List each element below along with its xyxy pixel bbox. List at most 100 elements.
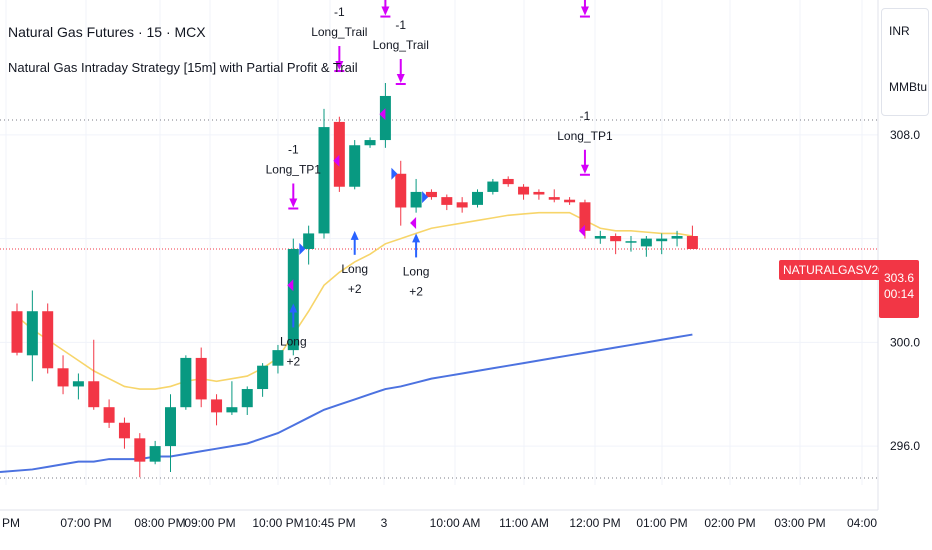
bar-countdown: 00:14 [883,287,915,301]
candle-body [241,389,253,408]
exit-signal: Long_TP1 -1 [557,109,613,176]
y-tick-label: 308.0 [890,128,920,142]
candle-body [364,140,376,146]
exit-arrow-head [580,164,589,174]
candle [57,355,69,395]
exit-arrow-head [335,61,344,71]
candle-body [349,145,361,187]
x-tick-label: 04:00 [847,516,877,530]
candle [671,230,683,247]
candle [333,116,345,192]
exit-label: Long_TP1 [557,129,613,143]
exit-qty-label: -1 [288,142,299,156]
candle [548,189,560,203]
exit-marker [410,217,417,230]
candle [441,194,453,211]
candle-body [441,197,453,205]
exit-signal: Long_TP1 -1 [266,142,322,210]
candle [11,303,23,356]
candle-body [180,357,192,408]
entry-label: Long [403,264,430,278]
candle-body [26,311,38,356]
x-tick-label: 03:00 PM [774,516,825,530]
candle [472,189,483,208]
x-tick-label: 10:00 PM [252,516,303,530]
unit-selector[interactable] [881,8,929,116]
candle-body [333,121,345,187]
candle-body [518,186,530,195]
x-tick-label: 08:00 PM [134,516,185,530]
entry-marker [391,167,398,180]
candle-body [671,236,683,239]
exit-qty-label: -1 [580,109,591,123]
entry-marker [299,242,306,255]
candle [72,373,84,400]
y-tick-label: 296.0 [890,439,920,453]
candle-body [656,238,668,242]
exit-label: Long_Trail [373,38,429,52]
candle [686,225,698,249]
candle [287,238,299,356]
candle [303,225,315,265]
exit-marker [333,154,340,167]
x-tick-label: 12:00 PM [569,516,620,530]
candle-body [211,399,223,413]
candle-body [11,311,23,353]
candle-body [487,181,499,192]
currency-unit[interactable]: INR [889,24,910,38]
candle [456,197,468,213]
candle [318,108,330,239]
exit-arrow-head [580,6,589,16]
last-price-badge: 303.6 00:14 [879,260,919,318]
candle-body [564,199,576,203]
entry-arrow-head [412,233,421,243]
candle [349,140,361,190]
candle [165,394,176,473]
long-entry-signal: Long +2 [341,230,368,296]
candle-body [57,368,69,387]
candle-body [165,407,176,447]
exit-qty-label: -1 [395,18,406,32]
candle-body [610,236,622,242]
exit-arrow-head [381,6,390,16]
entry-qty-label: +2 [286,354,300,368]
quantity-unit[interactable]: MMBtu [889,80,928,94]
symbol-badge: NATURALGASV2025 [779,260,903,280]
y-tick-label: 300.0 [890,335,920,349]
candle [625,236,637,252]
entry-qty-label: +2 [409,284,423,298]
candle [26,290,38,382]
candle [42,303,54,374]
strategy-legend[interactable]: Natural Gas Intraday Strategy [15m] with… [8,60,358,75]
candle [88,339,100,410]
candle-body [425,191,437,198]
candle-body [502,178,514,185]
candle [533,189,545,200]
candle [364,137,376,148]
exit-signal: Long_Trail [579,0,590,18]
candle [410,178,422,213]
exit-label: Long_TP1 [266,162,322,176]
candle [564,197,576,205]
entry-arrow-head [350,230,359,240]
x-tick-label: 3 [381,516,388,530]
exit-marker [578,224,585,237]
candle-body [579,202,591,231]
entry-qty-label: +2 [348,282,362,296]
candle [134,433,146,478]
candle [149,440,161,465]
candle-body [625,241,637,243]
x-tick-label: 10:45 PM [304,516,355,530]
candle-body [456,202,468,208]
x-tick-label: 07:00 PM [60,516,111,530]
candle [487,178,499,195]
exit-signal: Long_Trail -1 [373,18,429,85]
reference-lines [0,119,878,479]
candle [395,160,407,226]
candle [272,344,284,374]
candle [425,189,437,200]
exit-marker [379,108,386,121]
long-entry-signal: Long +2 [280,303,307,368]
candle-body [103,407,115,423]
